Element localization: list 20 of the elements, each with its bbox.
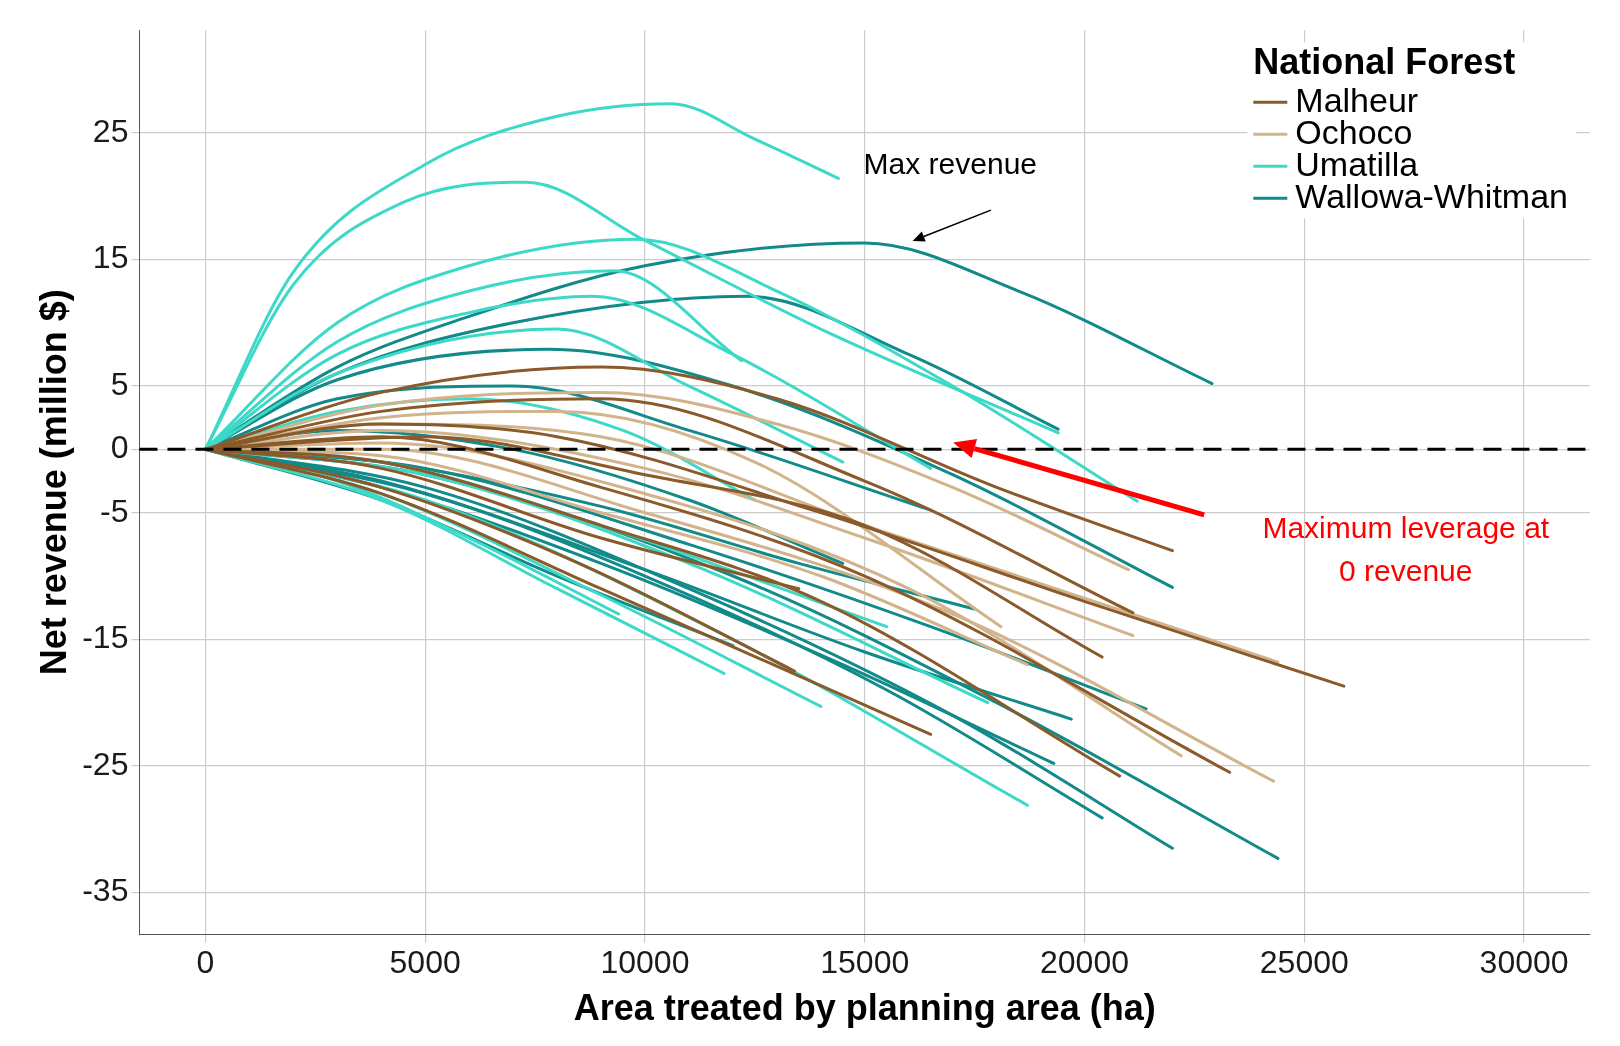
x-axis-title: Area treated by planning area (ha): [573, 987, 1156, 1029]
x-tick-label: 15000: [820, 944, 910, 981]
x-tick-label: 25000: [1259, 944, 1349, 981]
annotation: Max revenue: [863, 147, 1038, 181]
y-tick-label: -35: [82, 872, 129, 909]
y-tick-label: -25: [82, 745, 129, 782]
x-tick-label: 10000: [600, 944, 690, 981]
x-tick-label: 0: [196, 944, 215, 981]
y-tick-label: -15: [82, 619, 129, 656]
legend-title: National Forest: [1253, 41, 1516, 83]
y-tick-label: 0: [110, 429, 129, 466]
y-tick-label: 25: [92, 112, 129, 149]
y-tick-label: 15: [92, 239, 129, 276]
y-tick-label: -5: [100, 492, 129, 529]
annotation: Maximum leverage at 0 revenue: [1262, 510, 1550, 588]
y-axis-title: Net revenue (million $): [32, 289, 74, 676]
x-tick-label: 20000: [1040, 944, 1129, 981]
x-tick-label: 30000: [1479, 944, 1569, 981]
x-tick-label: 5000: [389, 944, 461, 981]
y-tick-label: 5: [110, 365, 129, 402]
